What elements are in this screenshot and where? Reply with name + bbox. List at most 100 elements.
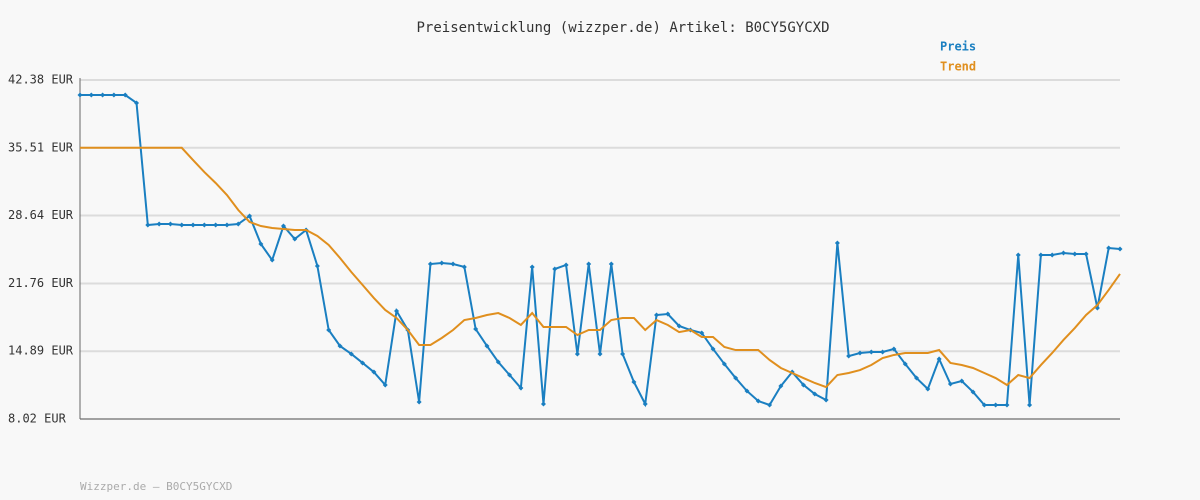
y-tick-label: 35.51 EUR xyxy=(8,140,74,154)
point-marker xyxy=(733,375,739,381)
point-marker xyxy=(427,261,433,267)
point-marker xyxy=(959,378,965,384)
point-marker xyxy=(834,240,840,246)
point-marker xyxy=(778,383,784,389)
point-marker xyxy=(280,223,286,229)
point-marker xyxy=(755,398,761,404)
point-marker xyxy=(461,264,467,270)
point-marker xyxy=(394,308,400,314)
point-marker xyxy=(314,263,320,269)
point-marker xyxy=(880,349,886,355)
point-marker xyxy=(529,264,535,270)
point-marker xyxy=(925,386,931,392)
point-marker xyxy=(710,346,716,352)
point-marker xyxy=(699,330,705,336)
point-marker xyxy=(1049,252,1055,258)
y-tick-label: 14.89 EUR xyxy=(8,344,74,358)
point-marker xyxy=(936,356,942,362)
point-marker xyxy=(608,261,614,267)
point-marker xyxy=(337,343,343,349)
series-line xyxy=(80,146,1121,389)
point-marker xyxy=(767,402,773,408)
point-marker xyxy=(981,402,987,408)
point-marker xyxy=(552,266,558,272)
point-marker xyxy=(540,401,546,407)
point-marker xyxy=(620,351,626,357)
legend-label: Trend xyxy=(940,60,976,74)
point-marker xyxy=(857,350,863,356)
point-marker xyxy=(247,213,253,219)
point-marker xyxy=(167,221,173,227)
point-marker xyxy=(77,92,83,98)
point-marker xyxy=(597,351,603,357)
point-marker xyxy=(721,361,727,367)
point-marker xyxy=(574,351,580,357)
point-marker xyxy=(360,360,366,366)
point-marker xyxy=(1072,251,1078,257)
point-marker xyxy=(1106,245,1112,251)
point-marker xyxy=(156,221,162,227)
point-marker xyxy=(100,92,106,98)
point-marker xyxy=(970,389,976,395)
point-marker xyxy=(190,222,196,228)
point-marker xyxy=(450,261,456,267)
point-marker xyxy=(224,222,230,228)
point-marker xyxy=(134,100,140,106)
point-marker xyxy=(416,399,422,405)
point-marker xyxy=(145,222,151,228)
point-marker xyxy=(292,236,298,242)
point-marker xyxy=(1083,251,1089,257)
point-marker xyxy=(495,359,501,365)
point-marker xyxy=(235,221,241,227)
point-marker xyxy=(382,382,388,388)
point-marker xyxy=(1038,252,1044,258)
point-marker xyxy=(800,382,806,388)
point-marker xyxy=(868,349,874,355)
point-marker xyxy=(348,351,354,357)
chart-title: Preisentwicklung (wizzper.de) Artikel: B… xyxy=(416,20,829,36)
point-marker xyxy=(371,369,377,375)
point-marker xyxy=(1004,402,1010,408)
point-marker xyxy=(665,311,671,317)
point-marker xyxy=(823,397,829,403)
y-tick-label: 28.64 EUR xyxy=(8,208,74,222)
point-marker xyxy=(507,372,513,378)
point-marker xyxy=(744,388,750,394)
point-marker xyxy=(947,381,953,387)
point-marker xyxy=(111,92,117,98)
point-marker xyxy=(1027,402,1033,408)
point-marker xyxy=(993,402,999,408)
point-marker xyxy=(439,260,445,266)
point-marker xyxy=(1015,252,1021,258)
point-marker xyxy=(563,262,569,268)
point-marker xyxy=(269,257,275,263)
point-marker xyxy=(326,327,332,333)
footer: Wizzper.de – B0CY5GYCXD xyxy=(80,480,232,493)
point-marker xyxy=(642,401,648,407)
point-marker xyxy=(631,379,637,385)
legend-label: Preis xyxy=(940,40,976,54)
point-marker xyxy=(902,361,908,367)
point-marker xyxy=(1060,250,1066,256)
point-marker xyxy=(891,346,897,352)
point-marker xyxy=(1117,246,1123,252)
y-tick-label: 21.76 EUR xyxy=(8,276,74,290)
point-marker xyxy=(201,222,207,228)
point-marker xyxy=(518,385,524,391)
point-marker xyxy=(88,92,94,98)
point-marker xyxy=(846,353,852,359)
point-marker xyxy=(213,222,219,228)
point-marker xyxy=(258,241,264,247)
point-marker xyxy=(179,222,185,228)
y-tick-label: 42.38 EUR xyxy=(8,73,74,87)
point-marker xyxy=(586,261,592,267)
point-marker xyxy=(654,312,660,318)
y-tick-label: 8.02 EUR xyxy=(8,412,67,426)
point-marker xyxy=(914,375,920,381)
point-marker xyxy=(473,326,479,332)
point-marker xyxy=(812,391,818,397)
point-marker xyxy=(484,343,490,349)
point-marker xyxy=(676,323,682,329)
